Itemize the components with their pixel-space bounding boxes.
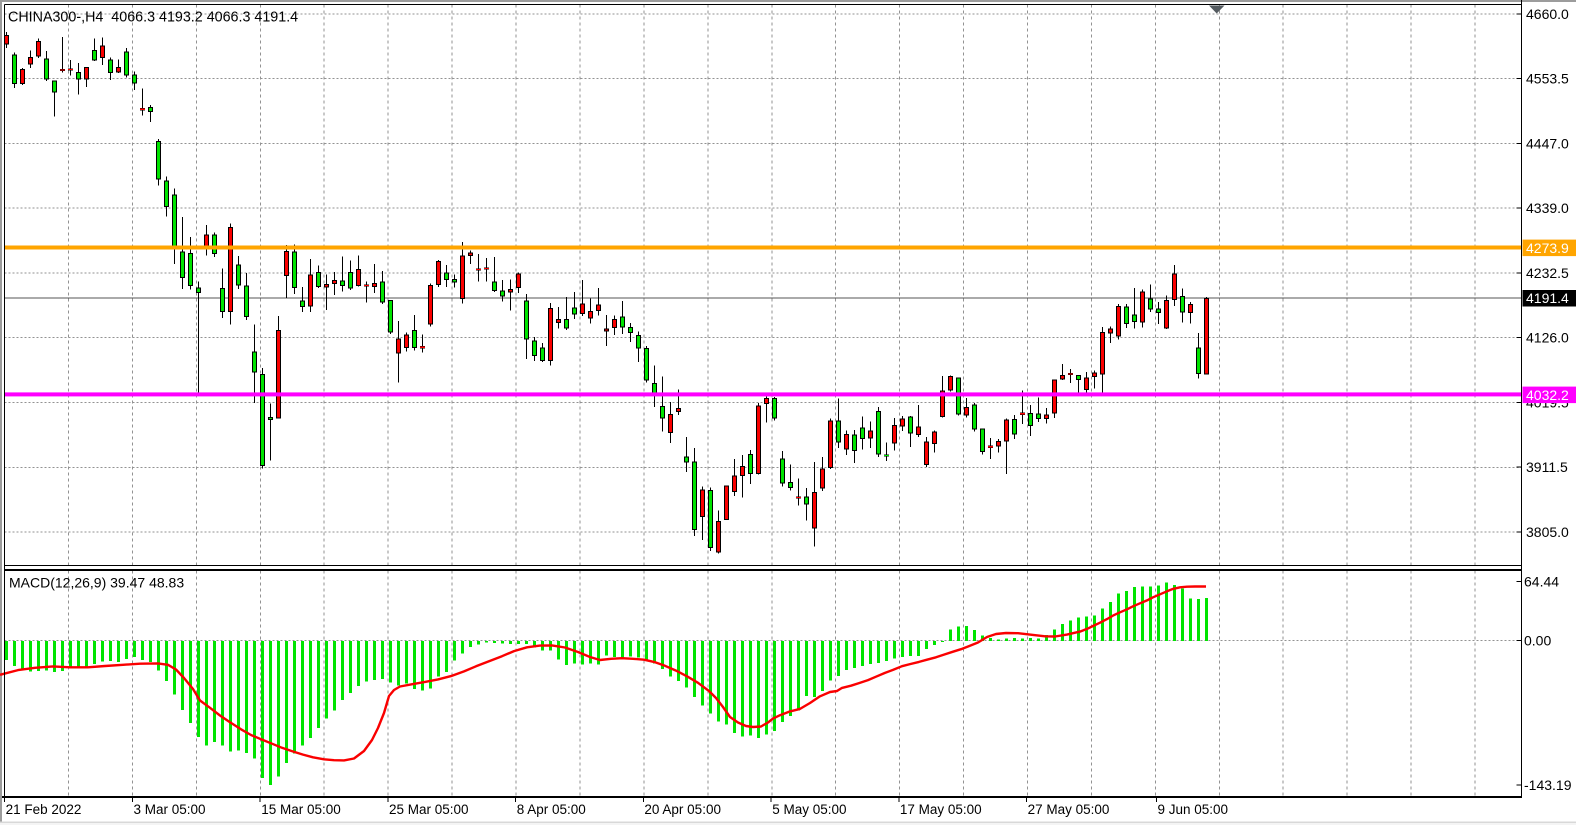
svg-text:4660.0: 4660.0 — [1526, 6, 1569, 22]
svg-text:MACD(12,26,9) 39.47 48.83: MACD(12,26,9) 39.47 48.83 — [9, 575, 184, 591]
svg-text:-143.19: -143.19 — [1524, 777, 1572, 793]
svg-text:4126.0: 4126.0 — [1526, 330, 1569, 346]
svg-text:4273.9: 4273.9 — [1526, 240, 1569, 256]
svg-text:20 Apr 05:00: 20 Apr 05:00 — [644, 802, 721, 817]
svg-text:0.00: 0.00 — [1524, 632, 1551, 648]
svg-text:4232.5: 4232.5 — [1526, 265, 1569, 281]
svg-text:4553.5: 4553.5 — [1526, 71, 1569, 87]
svg-text:4447.0: 4447.0 — [1526, 135, 1569, 151]
svg-text:8 Apr 05:00: 8 Apr 05:00 — [517, 802, 586, 817]
svg-text:3 Mar 05:00: 3 Mar 05:00 — [134, 802, 206, 817]
svg-text:4339.0: 4339.0 — [1526, 200, 1569, 216]
svg-text:17 May 05:00: 17 May 05:00 — [900, 802, 982, 817]
svg-text:15 Mar 05:00: 15 Mar 05:00 — [261, 802, 341, 817]
svg-text:64.44: 64.44 — [1524, 574, 1559, 590]
svg-text:27 May 05:00: 27 May 05:00 — [1028, 802, 1110, 817]
svg-text:CHINA300-,H4 4066.3 4193.2 40: CHINA300-,H4 4066.3 4193.2 4066.3 4191.4 — [8, 10, 298, 26]
svg-text:5 May 05:00: 5 May 05:00 — [772, 802, 846, 817]
svg-text:3805.0: 3805.0 — [1526, 524, 1569, 540]
svg-text:9 Jun 05:00: 9 Jun 05:00 — [1158, 802, 1229, 817]
svg-text:4032.2: 4032.2 — [1526, 387, 1569, 403]
svg-text:25 Mar 05:00: 25 Mar 05:00 — [389, 802, 469, 817]
svg-text:3911.5: 3911.5 — [1526, 459, 1568, 475]
svg-text:4191.4: 4191.4 — [1526, 290, 1569, 306]
svg-text:21 Feb 2022: 21 Feb 2022 — [6, 802, 82, 817]
